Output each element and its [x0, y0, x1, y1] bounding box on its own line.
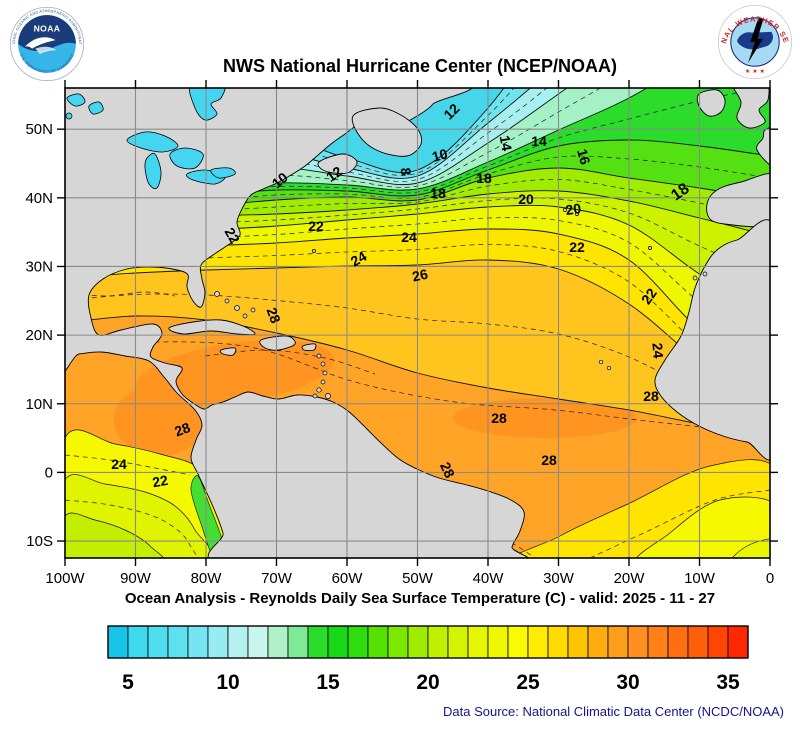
noaa-logo-gull-wing: [35, 46, 57, 55]
colorbar-tick-label: 35: [716, 671, 740, 694]
lat-tick-label: 10N: [25, 396, 53, 413]
colorbar-tick-label: 10: [216, 671, 239, 694]
colorbar-cell: [287, 625, 309, 659]
colorbar-cell: [567, 625, 589, 659]
contour-label: 14: [497, 134, 515, 152]
noaa-logo-acronym: NOAA: [34, 24, 61, 34]
contour-label: 18: [476, 170, 492, 186]
colorbar-cell: [167, 625, 189, 659]
lon-tick-label: 60W: [332, 570, 364, 587]
colorbar-cell: [427, 625, 449, 659]
contour-label: 14: [531, 133, 547, 149]
colorbar-cell: [447, 625, 469, 659]
colorbar-cell: [507, 625, 529, 659]
colorbar-tick-label: 5: [122, 671, 134, 694]
contour-label: 28: [264, 305, 284, 325]
colorbar-cell: [347, 625, 369, 659]
contour-label: 8: [398, 167, 415, 176]
lon-tick-label: 30W: [543, 570, 575, 587]
lon-tick-label: 80W: [191, 570, 223, 587]
colorbar-tick-label: 20: [416, 671, 439, 694]
contour-label: 22: [308, 218, 324, 234]
lat-tick-label: 0: [45, 464, 53, 481]
contour-label: 18: [430, 185, 446, 201]
analysis-caption: Ocean Analysis - Reynolds Daily Sea Surf…: [124, 590, 716, 607]
colorbar-cell: [247, 625, 269, 659]
map-frame: [64, 87, 771, 559]
nws-logo-lightning-icon: [747, 18, 764, 64]
contour-label: 24: [401, 229, 417, 245]
colorbar-tick-label: 30: [616, 671, 639, 694]
contour-label: 24: [649, 342, 666, 359]
colorbar-cell: [207, 625, 229, 659]
nws-ring-stars: ★ ★ ★: [745, 68, 765, 75]
lon-tick-label: 40W: [473, 570, 505, 587]
contour-label: 10: [430, 145, 449, 165]
lon-tick-label: 70W: [261, 570, 293, 587]
lon-tick-label: 10W: [684, 570, 716, 587]
noaa-logo-gull-icon: [25, 37, 56, 49]
colorbar-cell: [527, 625, 549, 659]
contour-label: 24: [111, 456, 127, 472]
colorbar-cell: [227, 625, 249, 659]
contour-label: 26: [411, 266, 430, 285]
colorbar-cell: [587, 625, 609, 659]
lon-tick-label: 20W: [614, 570, 646, 587]
map-axes: 100W 90W 80W 70W 60W 50W 40W 30W 20W 10W 0 50N 40N 30…: [25, 80, 778, 587]
colorbar: 5 10 15 20 25 30 35: [107, 625, 749, 694]
lon-tick-label: 0: [766, 570, 774, 587]
data-source-note: Data Source: National Climatic Data Cent…: [443, 704, 784, 719]
lat-tick-label: 10S: [26, 533, 53, 550]
lat-tick-label: 30N: [25, 258, 53, 275]
nws-logo: NATIONAL WEATHER SERVICE ★ ★ ★: [716, 3, 793, 80]
colorbar-cell: [687, 625, 709, 659]
contour-label: 28: [172, 419, 192, 439]
colorbar-cell: [487, 625, 509, 659]
colorbar-cell: [607, 625, 629, 659]
lat-tick-label: 50N: [25, 121, 53, 138]
contour-label: 28: [541, 452, 557, 468]
noaa-logo: NOAA NATIONAL OCEANIC AND ATMOSPHERIC AD…: [8, 5, 85, 82]
colorbar-cell: [307, 625, 329, 659]
contour-label: 22: [222, 225, 244, 247]
lat-tick-label: 20N: [25, 327, 53, 344]
colorbar-cell: [667, 625, 689, 659]
contour-label: 28: [491, 410, 507, 426]
lon-tick-label: 90W: [120, 570, 152, 587]
contour-label: 28: [643, 388, 659, 404]
colorbar-cell: [107, 625, 129, 659]
contour-label: 24: [348, 248, 370, 270]
contour-label: 28: [437, 459, 458, 480]
colorbar-cell: [187, 625, 209, 659]
colorbar-cell: [367, 625, 389, 659]
contour-label: 16: [574, 147, 594, 166]
colorbar-cell: [127, 625, 149, 659]
contour-label: 22: [151, 472, 169, 490]
colorbar-cell: [727, 625, 749, 659]
colorbar-tick-label: 15: [316, 671, 340, 694]
colorbar-cell: [407, 625, 429, 659]
lon-tick-label: 50W: [402, 570, 434, 587]
contour-label: 22: [569, 239, 585, 255]
colorbar-cell: [647, 625, 669, 659]
colorbar-cell: [707, 625, 729, 659]
colorbar-cell: [627, 625, 649, 659]
contour-label: 20: [518, 191, 534, 207]
colorbar-cell: [547, 625, 569, 659]
colorbar-cell: [267, 625, 289, 659]
colorbar-cell: [467, 625, 489, 659]
colorbar-cell: [387, 625, 409, 659]
page-title: NWS National Hurricane Center (NCEP/NOAA…: [222, 56, 618, 76]
colorbar-tick-label: 25: [516, 671, 540, 694]
colorbar-cell: [327, 625, 349, 659]
contour-label: 20: [564, 200, 582, 218]
lat-tick-label: 40N: [25, 190, 53, 207]
lon-tick-label: 100W: [45, 570, 85, 587]
colorbar-cell: [147, 625, 169, 659]
